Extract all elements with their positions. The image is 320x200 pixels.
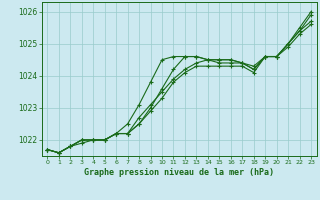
X-axis label: Graphe pression niveau de la mer (hPa): Graphe pression niveau de la mer (hPa) [84,168,274,177]
